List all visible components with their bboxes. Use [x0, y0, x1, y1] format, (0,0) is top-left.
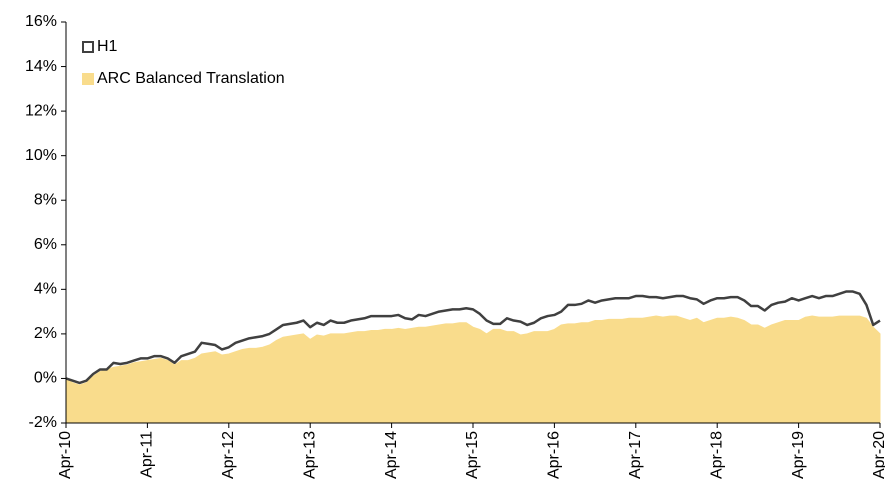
x-tick-label: Apr-19	[790, 431, 807, 479]
area	[65, 315, 881, 424]
legend-label: ARC Balanced Translation	[97, 70, 285, 87]
x-tick-label: Apr-16	[546, 431, 563, 479]
legend-swatch	[82, 73, 94, 85]
x-tick-label: Apr-18	[708, 431, 725, 479]
y-tick-label: -2%	[29, 414, 57, 431]
x-tick-label: Apr-10	[57, 431, 74, 479]
y-tick-label: 16%	[25, 13, 57, 30]
y-tick-label: 0%	[34, 370, 57, 387]
y-tick-label: 14%	[25, 58, 57, 75]
y-tick-label: 10%	[25, 147, 57, 164]
y-tick-label: 2%	[34, 325, 57, 342]
x-tick-label: Apr-14	[383, 431, 400, 479]
y-tick-label: 6%	[34, 236, 57, 253]
x-tick-label: Apr-12	[220, 431, 237, 479]
y-tick-label: 4%	[34, 281, 57, 298]
x-tick-label: Apr-11	[139, 431, 156, 478]
legend-swatch	[82, 41, 94, 53]
x-tick-label: Apr-13	[301, 431, 318, 479]
x-tick-label: Apr-17	[627, 431, 644, 479]
line	[65, 290, 881, 385]
y-tick-label: 8%	[34, 191, 57, 208]
legend-label: H1	[97, 38, 118, 55]
x-tick-label: Apr-20	[871, 431, 885, 479]
y-tick-label: 12%	[25, 102, 57, 119]
x-tick-label: Apr-15	[464, 431, 481, 479]
